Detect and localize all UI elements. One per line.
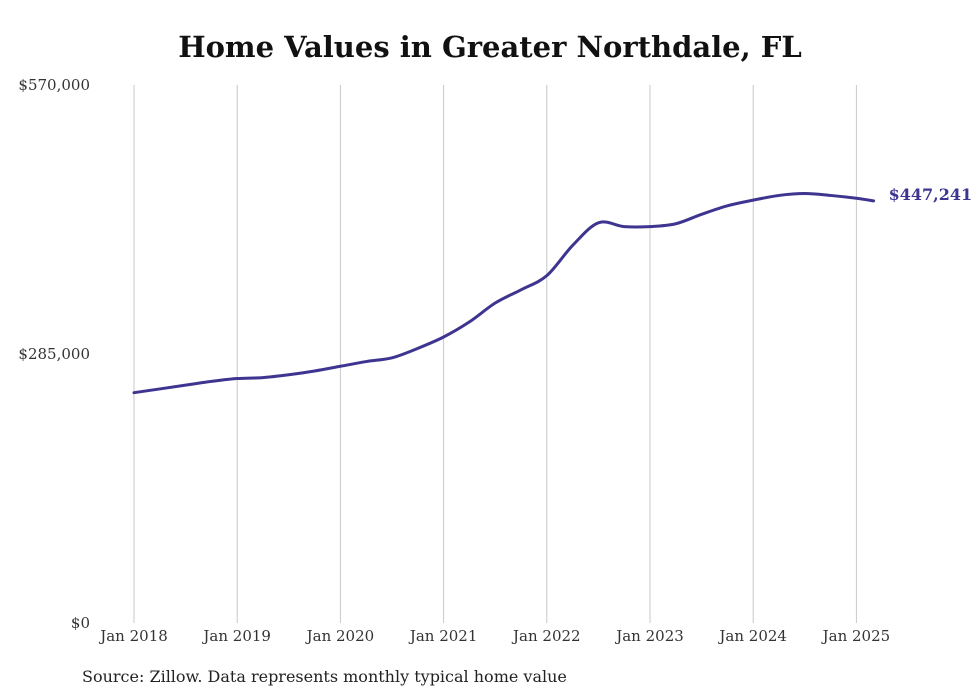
x-tick-label: Jan 2024 [717, 627, 787, 645]
source-note: Source: Zillow. Data represents monthly … [82, 667, 567, 686]
series-line [132, 192, 876, 395]
x-tick-label: Jan 2018 [98, 627, 168, 645]
end-value-label: $447,241 [889, 185, 973, 204]
x-tick-label: Jan 2019 [201, 627, 271, 645]
x-tick-label: Jan 2023 [614, 627, 684, 645]
x-tick-label: Jan 2021 [408, 627, 478, 645]
x-tick-label: Jan 2025 [821, 627, 891, 645]
y-tick-label: $285,000 [18, 345, 90, 363]
x-tick-label: Jan 2022 [511, 627, 581, 645]
chart-title: Home Values in Greater Northdale, FL [178, 30, 802, 64]
y-tick-label: $570,000 [18, 76, 90, 94]
y-tick-label: $0 [71, 614, 90, 632]
x-tick-label: Jan 2020 [305, 627, 375, 645]
